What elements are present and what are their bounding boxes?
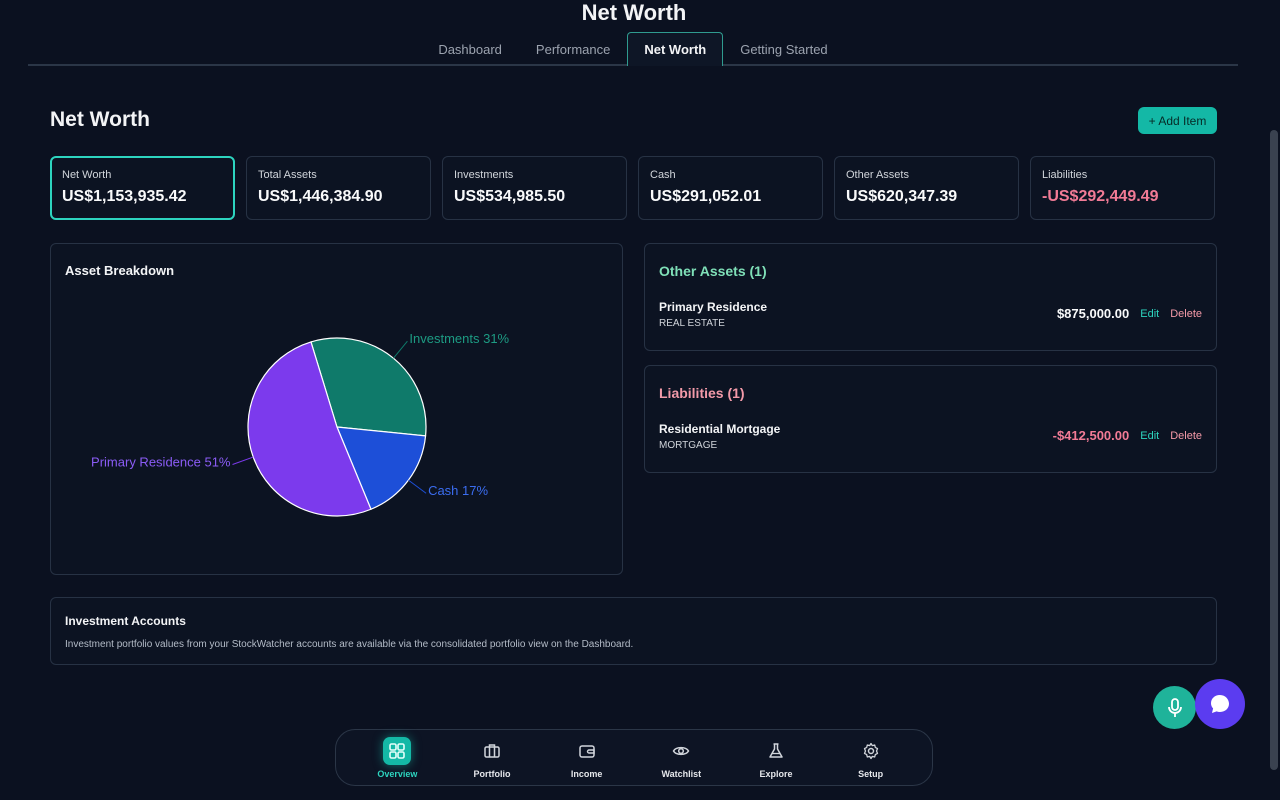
tab-performance[interactable]: Performance [535,42,611,57]
liabilities-panel: Liabilities (1) Residential Mortgage MOR… [644,365,1217,473]
nav-label: Explore [759,768,793,779]
nav-overview[interactable]: Overview [357,736,437,779]
investment-accounts-title: Investment Accounts [65,614,186,628]
nav-label: Setup [858,768,884,779]
card-investments[interactable]: Investments US$534,985.50 [442,156,627,220]
pie-label: Primary Residence 51% [91,454,231,469]
card-value: US$1,153,935.42 [62,188,187,205]
card-label: Total Assets [258,169,317,181]
pie-slice-cash[interactable] [336,426,427,511]
edit-button[interactable]: Edit [1140,307,1160,320]
nav-portfolio[interactable]: Portfolio [452,737,532,779]
nav-label: Watchlist [661,768,702,779]
delete-button[interactable]: Delete [1170,429,1202,442]
bottom-navigation: Overview Portfolio Income [335,729,933,786]
nav-setup[interactable]: Setup [831,737,911,779]
scrollbar-thumb[interactable] [1270,130,1278,770]
tab-dashboard[interactable]: Dashboard [438,42,502,57]
card-label: Cash [650,169,676,181]
voice-button[interactable] [1153,686,1196,729]
card-value: US$620,347.39 [846,188,958,205]
flask-icon [769,742,783,758]
card-label: Liabilities [1042,169,1088,181]
nav-label: Income [570,768,603,779]
liability-item-actions: -$412,500.00 Edit Delete [1053,428,1202,443]
delete-button[interactable]: Delete [1170,307,1202,320]
tab-bar: Dashboard Performance Net Worth Getting … [28,32,1238,66]
microphone-icon [1167,697,1182,717]
briefcase-icon [484,743,500,758]
pie-slice-investments[interactable] [310,337,427,437]
investment-accounts-description: Investment portfolio values from your St… [65,639,634,650]
liability-item-type: MORTGAGE [659,440,718,451]
nav-income[interactable]: Income [547,737,627,779]
chat-button[interactable] [1195,679,1245,729]
card-other-assets[interactable]: Other Assets US$620,347.39 [834,156,1019,220]
pie-label: Cash 17% [428,483,488,498]
nav-explore[interactable]: Explore [736,737,816,779]
card-value: -US$292,449.49 [1042,188,1159,205]
asset-item-amount: $875,000.00 [1056,306,1130,321]
wallet-icon [578,744,595,758]
app-title: Net Worth [581,0,687,25]
other-assets-title: Other Assets (1) [659,263,767,279]
card-total-assets[interactable]: Total Assets US$1,446,384.90 [246,156,431,220]
liabilities-title: Liabilities (1) [659,385,745,401]
asset-item-type: REAL ESTATE [659,318,725,329]
liability-item-amount: -$412,500.00 [1052,428,1130,443]
card-net-worth[interactable]: Net Worth US$1,153,935.42 [50,156,235,220]
pie-leader-line [393,340,408,359]
card-value: US$1,446,384.90 [258,188,383,205]
chat-bubble-icon [1211,695,1229,713]
add-item-button[interactable]: + Add Item [1138,107,1217,134]
asset-item-name: Primary Residence [659,300,768,314]
eye-icon [672,746,690,755]
asset-breakdown-pie-chart: Investments 31% Cash 17% Primary Residence… [91,331,510,517]
liability-item-name: Residential Mortgage [659,422,781,436]
pie-leader-line [408,479,427,494]
card-value: US$291,052.01 [650,188,762,205]
card-value: US$534,985.50 [454,188,566,205]
asset-breakdown-panel: Investments 31% Cash 17% Primary Residence… [50,243,623,575]
card-label: Other Assets [846,169,909,181]
asset-breakdown-title: Asset Breakdown [65,263,175,278]
card-label: Investments [454,169,514,181]
card-liabilities[interactable]: Liabilities -US$292,449.49 [1030,156,1215,220]
investment-accounts-panel: Investment Accounts Investment portfolio… [50,597,1217,665]
grid-icon [389,742,406,759]
summary-cards: Net Worth US$1,153,935.42 Total Assets U… [50,156,1215,220]
nav-label: Portfolio [473,768,511,779]
card-cash[interactable]: Cash US$291,052.01 [638,156,823,220]
edit-button[interactable]: Edit [1140,429,1160,442]
asset-item-actions: $875,000.00 Edit Delete [1057,306,1202,321]
tab-getting-started[interactable]: Getting Started [740,42,828,57]
other-assets-panel: Other Assets (1) Primary Residence REAL … [644,243,1217,351]
nav-watchlist[interactable]: Watchlist [641,737,721,779]
tab-net-worth[interactable]: Net Worth [627,32,724,66]
gear-icon [863,742,878,759]
page-title: Net Worth [50,108,150,131]
pie-label: Investments 31% [409,331,509,346]
card-label: Net Worth [62,169,112,181]
nav-label: Overview [377,768,418,779]
pie-slice-primary-residence[interactable] [247,341,372,517]
pie-leader-line [232,456,254,465]
